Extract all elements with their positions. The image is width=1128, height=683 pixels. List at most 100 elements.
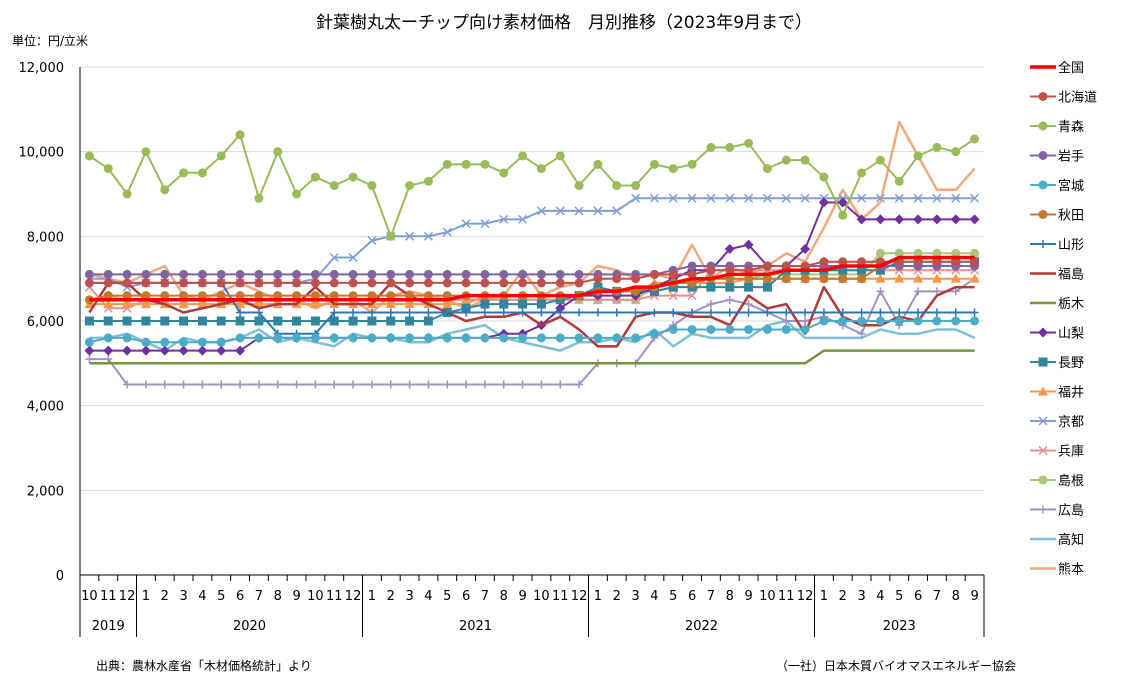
- data-point: [631, 193, 641, 203]
- data-point: [179, 269, 189, 279]
- data-point: [781, 155, 791, 165]
- data-point: [461, 333, 471, 343]
- data-point: [367, 316, 377, 326]
- data-point: [216, 278, 226, 288]
- data-point: [894, 316, 904, 326]
- data-point: [84, 151, 94, 161]
- data-point: [631, 181, 641, 191]
- data-point: [141, 278, 151, 288]
- data-point: [744, 138, 754, 148]
- data-point: [499, 308, 508, 317]
- data-point: [574, 269, 584, 279]
- data-point: [179, 380, 188, 389]
- x-tick-label: 4: [198, 589, 206, 604]
- data-point: [386, 308, 395, 317]
- data-point: [480, 219, 490, 229]
- data-point: [179, 337, 189, 347]
- data-point: [687, 159, 697, 169]
- data-point: [179, 278, 189, 288]
- data-point: [367, 181, 377, 191]
- x-tick-label: 12: [571, 589, 588, 604]
- data-point: [386, 380, 395, 389]
- data-point: [518, 299, 528, 309]
- data-point: [687, 261, 697, 271]
- data-point: [367, 308, 376, 317]
- data-point: [744, 324, 754, 334]
- data-point: [159, 345, 170, 356]
- legend-marker: [1038, 445, 1048, 456]
- data-point: [668, 193, 678, 203]
- data-point: [160, 380, 169, 389]
- data-point: [932, 316, 942, 326]
- x-tick-label: 9: [292, 589, 300, 604]
- data-point: [668, 269, 678, 279]
- data-point: [330, 380, 339, 389]
- data-point: [857, 316, 867, 326]
- data-point: [612, 333, 622, 343]
- x-tick-label: 10: [81, 589, 98, 604]
- data-point: [819, 274, 829, 284]
- legend-label: 宮城: [1058, 178, 1084, 194]
- data-point: [254, 193, 264, 203]
- legend-item: 高知: [1030, 532, 1084, 548]
- y-tick-label: 2,000: [27, 484, 64, 499]
- data-point: [254, 269, 264, 279]
- data-point: [216, 337, 226, 347]
- series-1: [84, 257, 980, 288]
- legend-marker: [1039, 505, 1047, 514]
- data-point: [141, 380, 150, 389]
- data-point: [178, 299, 189, 309]
- data-point: [593, 308, 602, 317]
- data-point: [480, 308, 489, 317]
- legend-marker: [1038, 357, 1048, 367]
- data-point: [706, 193, 716, 203]
- data-point: [310, 278, 320, 288]
- data-point: [762, 324, 772, 334]
- data-point: [914, 308, 923, 317]
- data-point: [593, 206, 603, 216]
- legend-item: 福井: [1030, 386, 1084, 401]
- legend-label: 広島: [1058, 504, 1084, 519]
- data-point: [931, 273, 942, 283]
- data-point: [424, 308, 433, 317]
- data-point: [725, 308, 734, 317]
- year-label: 2021: [459, 619, 492, 634]
- data-point: [857, 308, 866, 317]
- data-point: [875, 248, 885, 258]
- data-point: [122, 278, 132, 288]
- x-tick-label: 10: [307, 589, 324, 604]
- data-point: [480, 278, 490, 288]
- data-point: [875, 273, 886, 283]
- y-tick-label: 8,000: [27, 230, 64, 245]
- data-point: [913, 273, 924, 283]
- x-tick-label: 6: [914, 589, 922, 604]
- legend-label: 岩手: [1058, 150, 1084, 165]
- data-point: [969, 214, 980, 225]
- data-point: [744, 308, 753, 317]
- x-tick-label: 7: [707, 589, 715, 604]
- data-point: [725, 282, 735, 292]
- data-point: [819, 308, 828, 317]
- data-point: [141, 316, 151, 326]
- data-point: [405, 278, 415, 288]
- data-point: [744, 193, 754, 203]
- x-tick-label: 5: [669, 589, 677, 604]
- data-point: [235, 316, 245, 326]
- data-point: [480, 269, 490, 279]
- data-point: [894, 176, 904, 186]
- source-note: 出典：農林水産省「木材価格統計」より: [96, 659, 312, 673]
- data-point: [555, 206, 565, 216]
- data-point: [536, 269, 546, 279]
- data-point: [311, 380, 320, 389]
- series-4: [84, 316, 980, 347]
- data-point: [894, 273, 905, 283]
- data-point: [292, 316, 302, 326]
- data-point: [405, 231, 415, 241]
- year-label: 2022: [685, 619, 718, 634]
- data-point: [197, 345, 208, 356]
- data-point: [763, 308, 772, 317]
- x-tick-label: 4: [424, 589, 432, 604]
- data-point: [235, 345, 246, 356]
- data-point: [273, 269, 283, 279]
